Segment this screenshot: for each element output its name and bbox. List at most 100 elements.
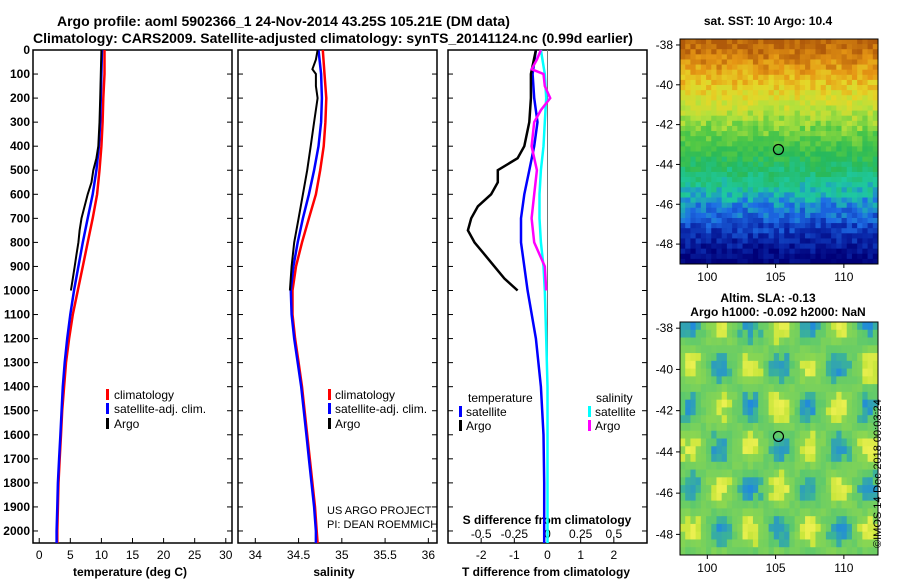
map-cell bbox=[862, 539, 868, 548]
map-cell bbox=[768, 461, 775, 470]
map-cell bbox=[815, 49, 822, 55]
map-cell bbox=[680, 345, 686, 354]
map-cell bbox=[779, 212, 785, 219]
map-cell bbox=[805, 90, 811, 96]
map-cell bbox=[773, 212, 780, 219]
map-cell bbox=[857, 217, 863, 224]
map-cell bbox=[836, 539, 842, 548]
map-cell bbox=[747, 217, 754, 224]
map-cell bbox=[799, 477, 806, 486]
map-cell bbox=[794, 85, 801, 91]
map-cell bbox=[779, 120, 785, 127]
map-cell bbox=[685, 85, 691, 91]
map-cell bbox=[732, 223, 738, 229]
map-cell bbox=[732, 79, 738, 86]
map-cell bbox=[690, 376, 697, 385]
map-cell bbox=[805, 125, 811, 132]
map-cell bbox=[752, 337, 759, 346]
map-cell bbox=[815, 115, 822, 122]
map-cell bbox=[716, 322, 723, 331]
series-line-satellite bbox=[519, 49, 546, 543]
map-cell bbox=[685, 202, 691, 209]
map-cell bbox=[726, 64, 733, 71]
map-cell bbox=[794, 376, 801, 385]
map-cell bbox=[747, 39, 754, 45]
map-cell bbox=[685, 166, 691, 173]
map-cell bbox=[831, 337, 837, 346]
map-cell bbox=[742, 69, 749, 76]
map-cell bbox=[763, 547, 769, 556]
map-cell bbox=[851, 329, 858, 338]
map-cell bbox=[680, 79, 686, 86]
map-cell bbox=[690, 59, 697, 65]
map-cell bbox=[857, 329, 863, 338]
map-cell bbox=[726, 182, 733, 188]
map-cell bbox=[752, 243, 759, 250]
map-cell bbox=[779, 446, 785, 455]
map-cell bbox=[752, 360, 759, 369]
map-cell bbox=[836, 322, 842, 331]
y-tick-label: 1700 bbox=[3, 452, 30, 466]
map-cell bbox=[841, 54, 848, 60]
map-cell bbox=[857, 523, 863, 533]
map-cell bbox=[773, 141, 780, 147]
map-cell bbox=[779, 192, 785, 198]
map-cell bbox=[820, 391, 827, 401]
map-cell bbox=[685, 156, 691, 163]
map-cell bbox=[716, 368, 723, 377]
map-cell bbox=[721, 125, 728, 132]
map-cell bbox=[799, 171, 806, 178]
map-cell bbox=[721, 360, 728, 369]
map-cell bbox=[758, 322, 764, 331]
map-cell bbox=[742, 469, 749, 478]
map-cell bbox=[820, 228, 827, 234]
map-cell bbox=[747, 197, 754, 204]
map-cell bbox=[815, 454, 822, 463]
map-cell bbox=[867, 54, 874, 60]
map-cell bbox=[820, 523, 827, 533]
map-cell bbox=[758, 345, 764, 354]
map-cell bbox=[711, 59, 717, 65]
map-cell bbox=[726, 74, 733, 81]
map-cell bbox=[799, 110, 806, 117]
map-cell bbox=[742, 508, 749, 517]
map-cell bbox=[768, 539, 775, 548]
map-cell bbox=[779, 233, 785, 239]
map-cell bbox=[872, 233, 879, 239]
map-cell bbox=[752, 177, 759, 183]
map-cell bbox=[690, 322, 697, 331]
map-cell bbox=[716, 131, 723, 137]
map-cell bbox=[742, 329, 749, 338]
map-cell bbox=[836, 446, 842, 455]
map-cell bbox=[831, 95, 837, 101]
map-cell bbox=[851, 161, 858, 168]
map-cell bbox=[794, 115, 801, 122]
map-cell bbox=[695, 523, 702, 533]
map-cell bbox=[768, 69, 775, 76]
map-cell bbox=[846, 238, 853, 244]
map-cell bbox=[794, 217, 801, 224]
map-cell bbox=[763, 54, 769, 60]
map-cell bbox=[799, 430, 806, 439]
map-cell bbox=[820, 49, 827, 55]
map-cell bbox=[768, 177, 775, 183]
map-cell bbox=[711, 531, 717, 540]
map-cell bbox=[726, 547, 733, 556]
map-cell bbox=[789, 258, 796, 265]
map-cell bbox=[711, 182, 717, 188]
map-cell bbox=[700, 228, 707, 234]
map-cell bbox=[680, 531, 686, 540]
map-cell bbox=[841, 59, 848, 65]
map-cell bbox=[831, 531, 837, 540]
map-cell bbox=[779, 79, 785, 86]
map-cell bbox=[768, 258, 775, 265]
map-cell bbox=[685, 415, 691, 424]
map-cell bbox=[721, 508, 728, 517]
map-cell bbox=[799, 177, 806, 183]
map-cell bbox=[810, 243, 816, 250]
map-cell bbox=[737, 500, 743, 509]
map-cell bbox=[706, 547, 712, 556]
map-cell bbox=[742, 477, 749, 486]
map-cell bbox=[872, 223, 879, 229]
map-cell bbox=[851, 54, 858, 60]
